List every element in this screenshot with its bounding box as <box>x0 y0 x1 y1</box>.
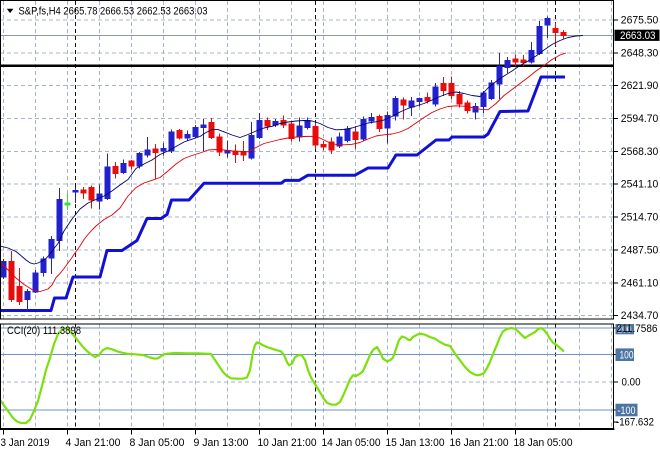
svg-text:2675.50: 2675.50 <box>621 14 659 26</box>
svg-text:14 Jan 05:00: 14 Jan 05:00 <box>322 437 381 449</box>
svg-text:2663.03: 2663.03 <box>620 30 656 42</box>
svg-text:100: 100 <box>620 350 634 362</box>
svg-text:18 Jan 05:00: 18 Jan 05:00 <box>514 437 573 449</box>
svg-text:10 Jan 21:00: 10 Jan 21:00 <box>258 437 317 449</box>
svg-text:2568.30: 2568.30 <box>621 146 659 158</box>
svg-text:2514.70: 2514.70 <box>621 212 659 224</box>
svg-text:2487.50: 2487.50 <box>621 244 659 256</box>
svg-text:-167.632: -167.632 <box>616 417 654 429</box>
svg-text:0.00: 0.00 <box>622 376 641 388</box>
svg-text:CCI(20) 111.3898: CCI(20) 111.3898 <box>7 325 81 337</box>
svg-text:S&P,fs,H4 2665.78 2666.53 2662: S&P,fs,H4 2665.78 2666.53 2662.53 2663.0… <box>19 6 208 18</box>
svg-text:9 Jan 13:00: 9 Jan 13:00 <box>194 437 249 449</box>
svg-text:4 Jan 21:00: 4 Jan 21:00 <box>66 437 121 449</box>
svg-text:2461.10: 2461.10 <box>621 277 659 289</box>
svg-text:2541.10: 2541.10 <box>621 179 659 191</box>
svg-text:2434.70: 2434.70 <box>621 310 659 322</box>
svg-text:2594.70: 2594.70 <box>621 113 659 125</box>
svg-text:2648.30: 2648.30 <box>621 47 659 59</box>
svg-text:3 Jan 2019: 3 Jan 2019 <box>1 437 50 449</box>
svg-text:2621.90: 2621.90 <box>621 80 659 92</box>
svg-text:15 Jan 13:00: 15 Jan 13:00 <box>386 437 445 449</box>
svg-text:211.7586: 211.7586 <box>617 323 658 335</box>
svg-text:8 Jan 05:00: 8 Jan 05:00 <box>130 437 185 449</box>
svg-text:200: 200 <box>618 324 632 336</box>
svg-text:-100: -100 <box>618 405 636 417</box>
svg-text:16 Jan 21:00: 16 Jan 21:00 <box>450 437 509 449</box>
